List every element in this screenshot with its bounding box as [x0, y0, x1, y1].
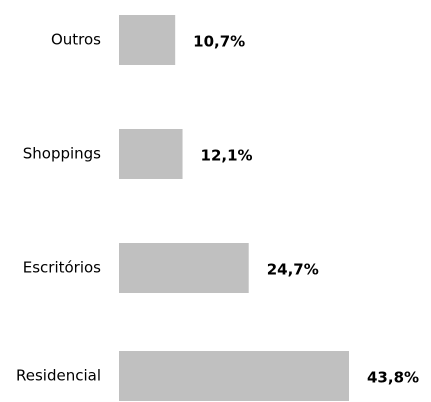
bar — [119, 129, 183, 179]
category-label: Shoppings — [23, 145, 101, 163]
value-label: 24,7% — [267, 261, 319, 279]
category-label: Outros — [51, 31, 101, 49]
category-label: Residencial — [16, 367, 101, 385]
bar — [119, 243, 249, 293]
bar — [119, 15, 176, 65]
category-label: Escritórios — [23, 259, 101, 277]
value-label: 12,1% — [201, 147, 253, 165]
bar — [119, 351, 349, 401]
value-label: 10,7% — [193, 33, 245, 51]
value-label: 43,8% — [367, 369, 419, 387]
